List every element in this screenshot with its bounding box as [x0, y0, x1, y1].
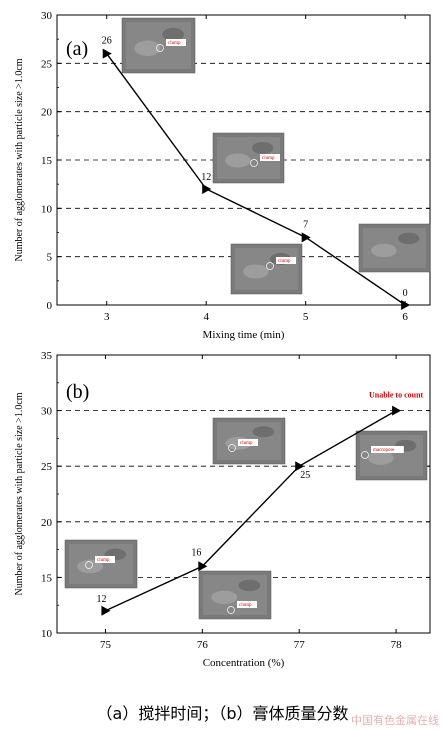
inset-tag: clump — [262, 156, 275, 161]
data-point — [301, 232, 311, 243]
y-tick-label: 10 — [41, 203, 53, 215]
y-tick-label: 25 — [41, 461, 53, 473]
x-axis-label: Concentration (%) — [203, 657, 285, 669]
inset-tag: clump — [240, 441, 253, 446]
y-tick-label: 30 — [41, 406, 53, 418]
y-tick-label: 20 — [41, 517, 53, 529]
x-axis-label: Mixing time (min) — [203, 329, 285, 341]
y-tick-label: 0 — [47, 300, 53, 312]
inset-texture — [134, 40, 161, 56]
inset-marker — [227, 606, 235, 614]
data-label: 0 — [403, 288, 408, 299]
series-line — [105, 409, 397, 612]
inset-tag: macropore — [373, 448, 395, 453]
data-label: 7 — [303, 219, 308, 230]
data-point — [202, 184, 212, 194]
inset-marker — [228, 444, 236, 452]
panel-label: (b) — [66, 381, 89, 403]
inset-tag: clump — [239, 603, 252, 608]
inset-texture — [371, 243, 397, 258]
inset-tag-bg — [166, 39, 186, 46]
data-point — [401, 300, 411, 310]
x-tick-label: 77 — [294, 639, 306, 651]
data-point — [198, 561, 208, 572]
inset-marker — [266, 262, 274, 270]
data-label: 12 — [201, 172, 211, 183]
inset-marker — [156, 44, 164, 52]
inset-texture — [243, 264, 269, 279]
y-axis-label: Number of agglomerates with particle siz… — [14, 58, 25, 261]
y-tick-label: 20 — [41, 107, 53, 119]
y-tick-label: 5 — [47, 252, 53, 264]
watermark: 中国有色金属在线 — [351, 714, 439, 727]
series-line — [106, 53, 406, 306]
y-tick-label: 35 — [41, 350, 53, 362]
inset-texture — [225, 153, 251, 168]
data-point — [295, 461, 305, 472]
data-point — [392, 405, 402, 416]
data-label: 12 — [96, 594, 106, 605]
data-point — [102, 48, 112, 59]
inset-texture — [368, 451, 394, 465]
inset-texture — [398, 232, 420, 245]
inset-tag-bg — [95, 556, 115, 563]
inset-tag-bg — [238, 439, 258, 446]
inset-tag: clump — [97, 558, 110, 563]
y-axis-label: Number of agglomerates with particle siz… — [14, 392, 25, 595]
x-tick-label: 5 — [303, 311, 309, 323]
data-label: 25 — [300, 470, 310, 481]
inset-texture — [211, 590, 238, 605]
inset-marker — [361, 451, 369, 459]
inset-tag: clump — [278, 259, 291, 264]
y-tick-label: 25 — [41, 58, 53, 70]
y-tick-label: 10 — [41, 628, 53, 640]
data-label: 26 — [102, 36, 112, 47]
x-tick-label: 78 — [391, 639, 403, 651]
y-tick-label: 15 — [41, 572, 53, 584]
inset-tag-bg — [371, 446, 404, 453]
y-tick-label: 15 — [41, 155, 53, 167]
y-tick-label: 30 — [41, 10, 53, 22]
inset-marker — [85, 561, 93, 569]
inset-tag-bg — [260, 154, 280, 161]
inset-tag-bg — [237, 601, 257, 608]
x-tick-label: 75 — [100, 639, 112, 651]
inset-tag-bg — [276, 257, 296, 264]
inset-texture — [252, 426, 275, 438]
figure-caption: （a）搅拌时间；（b）膏体质量分数 — [96, 704, 349, 723]
x-tick-label: 4 — [203, 311, 209, 323]
inset-tag: clump — [168, 41, 181, 46]
data-label: Unable to count — [369, 391, 424, 400]
x-tick-label: 6 — [402, 311, 408, 323]
data-point — [101, 605, 111, 616]
inset-texture — [252, 142, 274, 154]
inset-texture — [162, 27, 185, 42]
data-label: 16 — [191, 547, 201, 558]
panel-label: (a) — [66, 38, 88, 60]
inset-marker — [250, 159, 258, 167]
x-tick-label: 3 — [104, 311, 110, 323]
inset-texture — [238, 579, 261, 592]
inset-texture — [77, 559, 104, 574]
x-tick-label: 76 — [197, 639, 209, 651]
